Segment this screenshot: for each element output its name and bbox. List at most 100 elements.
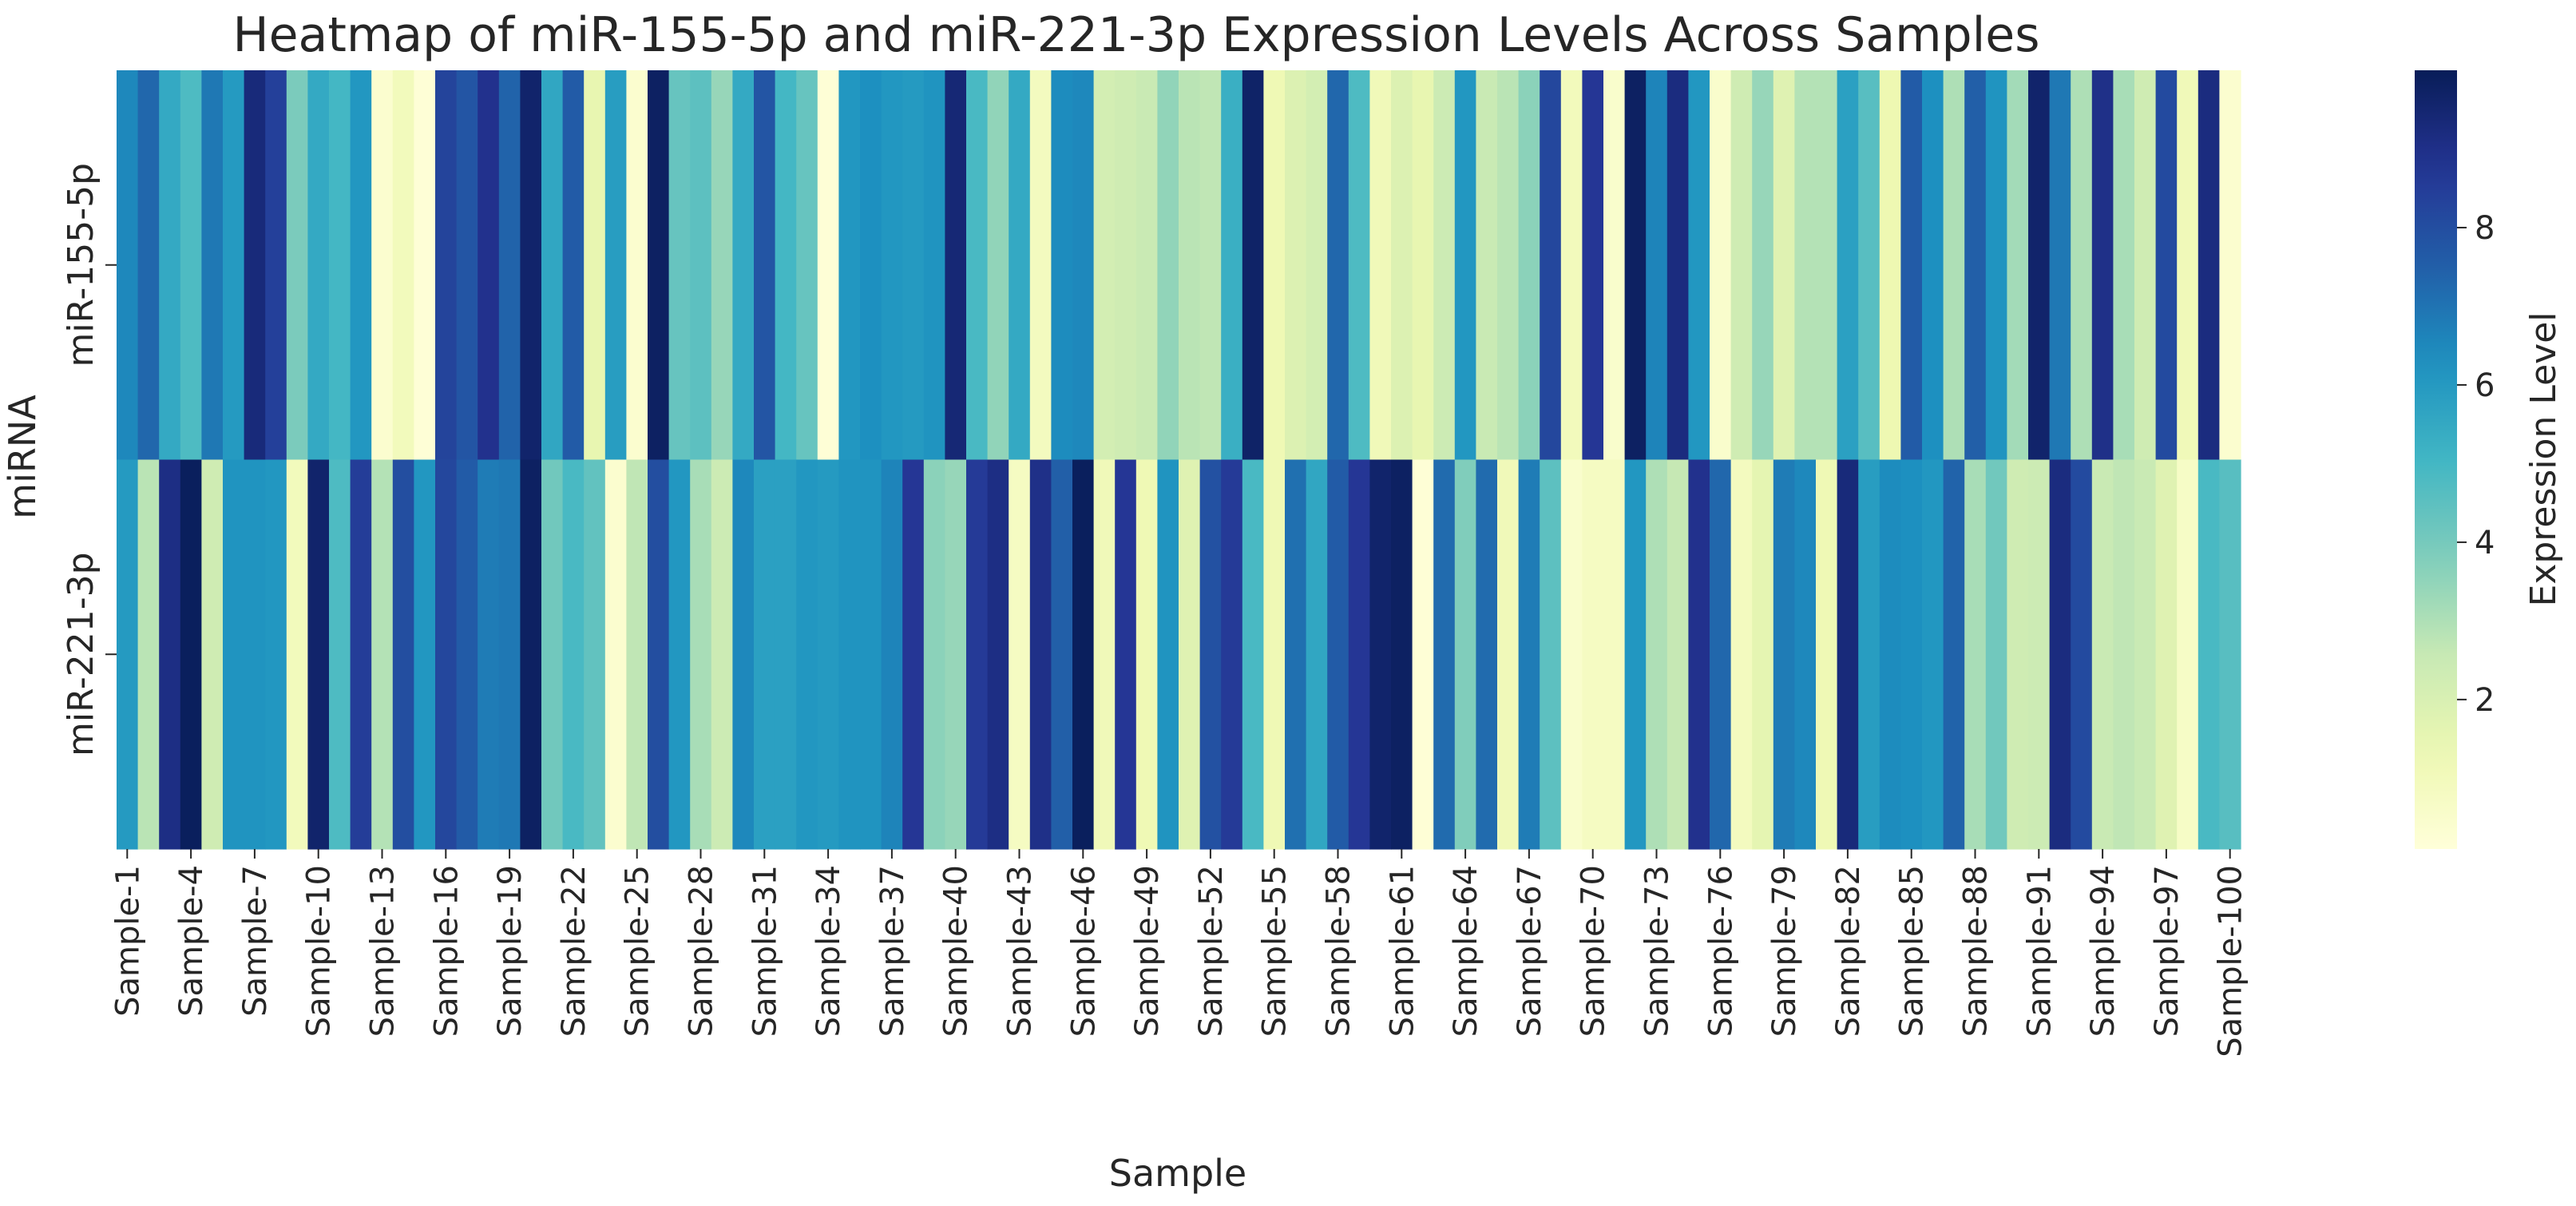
heatmap-cell [201, 70, 224, 461]
heatmap-cell [1858, 70, 1880, 461]
heatmap-cell [414, 459, 436, 850]
heatmap-cell [1135, 459, 1158, 850]
heatmap-cell [2028, 70, 2051, 461]
heatmap-cell [2155, 70, 2178, 461]
heatmap-cell [796, 70, 818, 461]
heatmap-cell [1306, 70, 1328, 461]
heatmap-cell [923, 70, 945, 461]
heatmap-cell [690, 70, 712, 461]
heatmap-cell [201, 459, 224, 850]
heatmap-cell [2219, 459, 2241, 850]
heatmap-cell [1794, 459, 1817, 850]
x-tick-label: Sample-1 [109, 865, 146, 1017]
heatmap-cell [1051, 459, 1073, 850]
heatmap-cell [1115, 70, 1137, 461]
heatmap-cell [1964, 459, 1987, 850]
heatmap-cell [2071, 459, 2093, 850]
x-tick-label: Sample-67 [1512, 865, 1548, 1037]
heatmap-cell [860, 70, 882, 461]
heatmap-cell [350, 70, 372, 461]
x-tick-label: Sample-73 [1639, 865, 1676, 1037]
heatmap-cell [2198, 70, 2220, 461]
heatmap-cell [945, 70, 967, 461]
heatmap-cell [1922, 459, 1944, 850]
heatmap-cell [1497, 459, 1520, 850]
x-tick-label: Sample-10 [301, 865, 338, 1037]
heatmap-cell [2049, 70, 2071, 461]
heatmap-cell [1072, 70, 1095, 461]
x-tick-label: Sample-85 [1894, 865, 1931, 1037]
heatmap-cell [541, 70, 564, 461]
heatmap-cell [1985, 70, 2007, 461]
heatmap-cell [1540, 459, 1562, 850]
heatmap-cell [520, 459, 542, 850]
heatmap-cell [1454, 459, 1476, 850]
heatmap-cell [117, 70, 139, 461]
heatmap-cell [1900, 70, 1923, 461]
heatmap-cell [1454, 70, 1476, 461]
heatmap-cell [1135, 70, 1158, 461]
heatmap-cell [1879, 70, 1901, 461]
heatmap-cell [1518, 459, 1540, 850]
heatmap-cell [1221, 459, 1243, 850]
heatmap-cell [1221, 70, 1243, 461]
heatmap-cell [1943, 459, 1965, 850]
heatmap-cell [584, 70, 606, 461]
heatmap-cell [1199, 459, 1222, 850]
heatmap-cell [137, 70, 160, 461]
y-tick-label: miR-155-5p [61, 163, 101, 367]
heatmap-cell [881, 459, 903, 850]
heatmap-cell [541, 459, 564, 850]
heatmap-cell [1582, 459, 1604, 850]
heatmap-cell [1730, 70, 1753, 461]
heatmap-cell [1900, 459, 1923, 850]
heatmap-cell [350, 459, 372, 850]
heatmap-cell [478, 70, 500, 461]
heatmap-cell [371, 459, 394, 850]
heatmap-cell [711, 459, 733, 850]
heatmap-cell [2113, 70, 2135, 461]
heatmap-cell [1179, 70, 1201, 461]
x-tick-label: Sample-13 [365, 865, 402, 1037]
y-axis-label: miRNA [1, 395, 44, 519]
heatmap-cell [1710, 459, 1732, 850]
heatmap-cell [137, 459, 160, 850]
heatmap-cell [286, 70, 308, 461]
heatmap-cell [329, 459, 351, 850]
heatmap-cell [498, 459, 521, 850]
heatmap-cell [223, 70, 245, 461]
x-tick-label: Sample-55 [1257, 865, 1294, 1037]
heatmap-cell [1242, 459, 1264, 850]
heatmap-cell [838, 70, 861, 461]
heatmap-cell [1858, 459, 1880, 850]
x-tick-label: Sample-25 [620, 865, 656, 1037]
heatmap-cell [1327, 70, 1349, 461]
heatmap-cell [1540, 70, 1562, 461]
heatmap-cell [1306, 459, 1328, 850]
colorbar-tick-label: 8 [2475, 210, 2495, 247]
heatmap-cell [2113, 459, 2135, 850]
heatmap-cell [987, 459, 1009, 850]
heatmap-cell [1115, 459, 1137, 850]
heatmap-cell [1093, 459, 1116, 850]
heatmap-cell [945, 459, 967, 850]
heatmap-cell [1666, 70, 1689, 461]
heatmap-cell [604, 70, 627, 461]
heatmap-cell [1603, 459, 1626, 850]
heatmap-cell [2177, 70, 2199, 461]
heatmap-cell [1285, 70, 1307, 461]
heatmap-cell [987, 70, 1009, 461]
x-tick-label: Sample-31 [747, 865, 783, 1037]
heatmap-cell [1009, 70, 1031, 461]
x-tick-label: Sample-70 [1575, 865, 1612, 1037]
x-tick-label: Sample-34 [810, 865, 847, 1037]
heatmap-cells [117, 70, 2241, 850]
heatmap-cell [1072, 459, 1095, 850]
x-tick-label: Sample-52 [1193, 865, 1230, 1037]
x-tick-label: Sample-22 [556, 865, 592, 1037]
heatmap-cell [562, 459, 585, 850]
heatmap-cell [435, 459, 458, 850]
heatmap-cell [1837, 70, 1859, 461]
heatmap-cell [648, 459, 670, 850]
